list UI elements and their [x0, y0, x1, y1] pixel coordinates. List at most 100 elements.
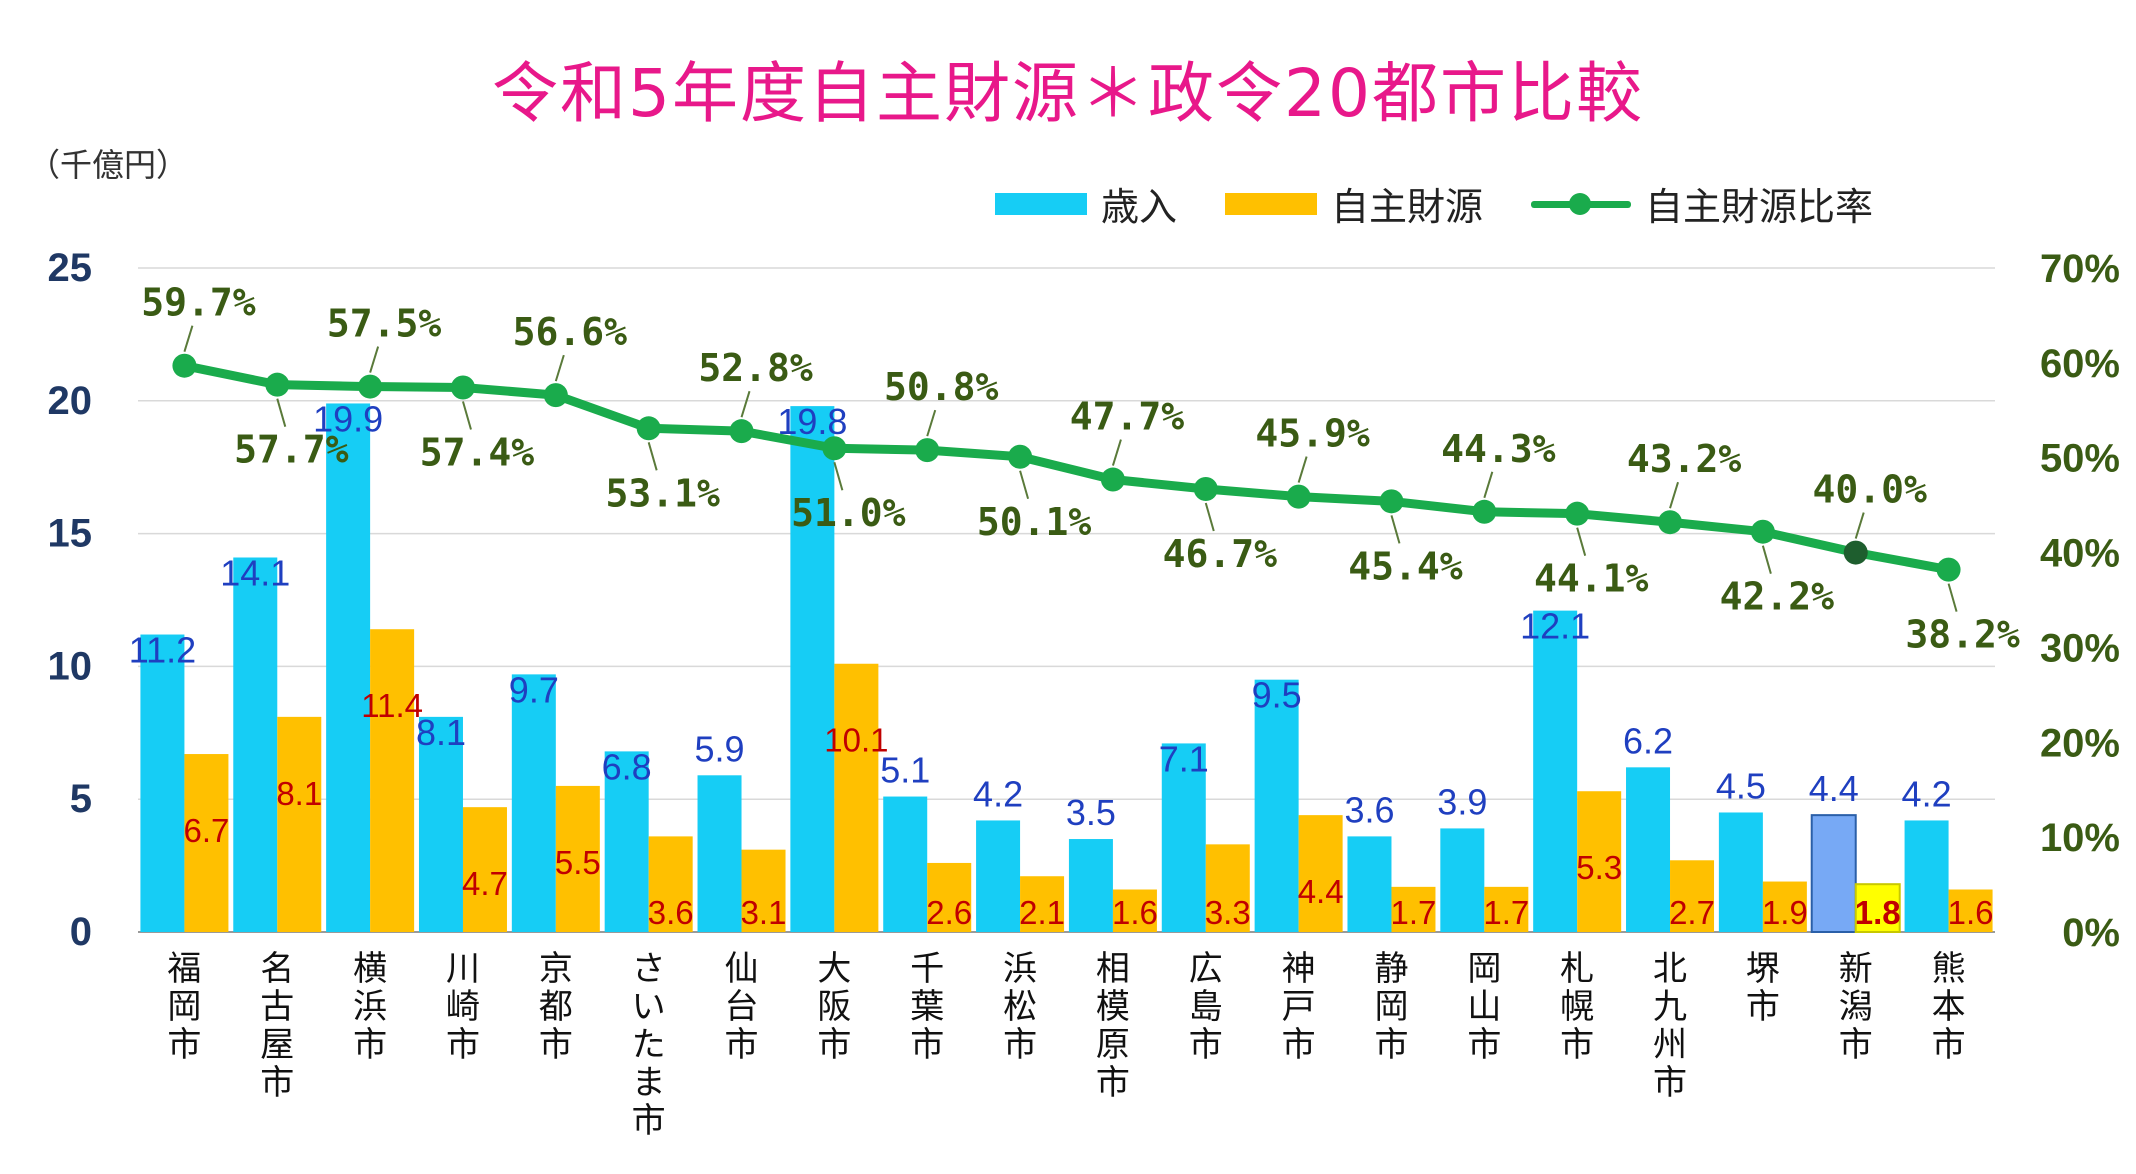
- data-label-revenue: 14.1: [220, 553, 290, 594]
- ratio-point: [265, 372, 290, 397]
- data-label-revenue: 11.2: [129, 630, 196, 671]
- ratio-data-label: 57.4%: [420, 431, 535, 475]
- data-label-revenue: 4.2: [1902, 773, 1952, 814]
- data-label-own-source: 1.7: [1483, 894, 1529, 931]
- bar-revenue: [697, 775, 742, 932]
- ratio-leader-line: [1483, 471, 1494, 499]
- data-label-own-source: 4.4: [1298, 873, 1344, 910]
- right-axis-tick: 60%: [2040, 342, 2120, 386]
- category-label: 堺市: [1746, 949, 1780, 1027]
- ratio-leader-line: [647, 442, 658, 471]
- ratio-point: [172, 353, 197, 378]
- ratio-data-label: 53.1%: [605, 471, 720, 515]
- data-label-revenue: 3.9: [1437, 781, 1487, 822]
- data-label-own-source: 8.1: [276, 775, 322, 812]
- ratio-leader-line: [1019, 470, 1030, 500]
- bar-own-source: [1020, 876, 1065, 932]
- legend-item-own-source: 自主財源: [1225, 176, 1483, 231]
- data-label-own-source: 1.8: [1855, 894, 1901, 931]
- bar-own-source: [370, 629, 415, 932]
- bar-revenue: [1068, 839, 1113, 932]
- bar-revenue: [604, 751, 649, 932]
- ratio-point: [450, 375, 475, 400]
- ratio-leader-line: [183, 325, 194, 352]
- bar-own-source: [277, 716, 322, 932]
- data-label-own-source: 10.1: [824, 722, 888, 759]
- data-label-revenue: 4.4: [1809, 768, 1859, 809]
- bar-own-source: [1762, 881, 1807, 932]
- data-label-own-source: 3.6: [648, 894, 694, 931]
- bar-revenue: [511, 674, 556, 932]
- ratio-leader-line: [276, 398, 287, 427]
- ratio-data-label: 42.2%: [1720, 575, 1835, 619]
- ratio-leader-line: [1297, 456, 1308, 483]
- ratio-point: [358, 374, 383, 399]
- data-label-revenue: 7.1: [1159, 738, 1209, 779]
- ratio-data-label: 57.7%: [234, 428, 349, 472]
- bar-own-source: [741, 849, 786, 932]
- bar-own-source: [1205, 844, 1250, 932]
- ratio-data-label: 56.6%: [513, 310, 628, 354]
- ratio-point: [543, 383, 568, 408]
- data-label-revenue: 4.2: [973, 773, 1023, 814]
- ratio-data-label: 52.8%: [698, 346, 813, 390]
- right-axis-tick: 70%: [2040, 247, 2120, 291]
- data-label-own-source: 6.7: [183, 812, 229, 849]
- legend: 歳入 自主財源 自主財源比率: [995, 176, 1903, 231]
- ratio-point: [1843, 540, 1868, 565]
- data-label-revenue: 3.6: [1344, 789, 1394, 830]
- data-label-revenue: 6.8: [602, 746, 652, 787]
- bar-revenue: [233, 557, 278, 932]
- data-label-revenue: 9.7: [509, 669, 559, 710]
- ratio-data-label: 50.8%: [884, 365, 999, 409]
- ratio-leader-line: [1204, 502, 1215, 532]
- category-label: 静岡市: [1374, 949, 1408, 1065]
- ratio-leader-line: [1390, 515, 1401, 544]
- ratio-leader-line: [740, 390, 751, 418]
- ratio-data-label: 44.3%: [1441, 427, 1556, 471]
- ratio-point: [1936, 557, 1961, 582]
- category-label: 神戸市: [1282, 949, 1316, 1065]
- bar-revenue: [1904, 820, 1949, 932]
- bar-own-source: [1484, 886, 1529, 932]
- category-label: 相模原市: [1096, 949, 1130, 1103]
- ratio-data-label: 47.7%: [1070, 395, 1185, 439]
- right-axis-tick: 20%: [2040, 721, 2120, 765]
- legend-label-ratio: 自主財源比率: [1645, 185, 1874, 229]
- ratio-leader-line: [1761, 545, 1772, 574]
- bar-revenue: [976, 820, 1021, 932]
- category-label: 大阪市: [817, 949, 851, 1065]
- category-label: 広島市: [1189, 949, 1223, 1065]
- left-axis-tick: 10: [48, 644, 93, 688]
- category-label: 岡山市: [1467, 949, 1501, 1065]
- ratio-point: [1658, 510, 1683, 535]
- bar-own-source: [462, 807, 507, 932]
- category-label: 札幌市: [1560, 949, 1594, 1065]
- data-label-own-source: 4.7: [462, 865, 508, 902]
- ratio-leader-line: [1669, 481, 1679, 509]
- ratio-data-label: 38.2%: [1905, 613, 2020, 657]
- bar-revenue: [883, 796, 928, 932]
- category-label: 福岡市: [167, 949, 201, 1065]
- category-label: 川崎市: [446, 949, 480, 1065]
- bar-own-source: [1854, 883, 1901, 934]
- ratio-leader-line: [1576, 527, 1587, 556]
- data-label-own-source: 2.7: [1669, 894, 1715, 931]
- right-axis-tick: 0%: [2062, 911, 2120, 955]
- category-label: 浜松市: [1003, 949, 1037, 1065]
- left-axis-tick: 5: [70, 777, 92, 821]
- data-label-own-source: 5.3: [1576, 849, 1622, 886]
- legend-swatch-ratio: [1531, 187, 1632, 221]
- bar-own-source: [1670, 860, 1715, 932]
- ratio-leader-line: [554, 354, 565, 382]
- ratio-data-label: 59.7%: [141, 281, 256, 325]
- ratio-point: [1472, 499, 1497, 524]
- ratio-point: [822, 436, 847, 461]
- ratio-point: [1286, 484, 1311, 509]
- category-label: さいたま市: [632, 949, 666, 1141]
- bar-own-source: [184, 754, 229, 932]
- bar-own-source: [648, 836, 693, 932]
- bar-own-source: [1948, 889, 1993, 932]
- ratio-leader-line: [462, 401, 472, 430]
